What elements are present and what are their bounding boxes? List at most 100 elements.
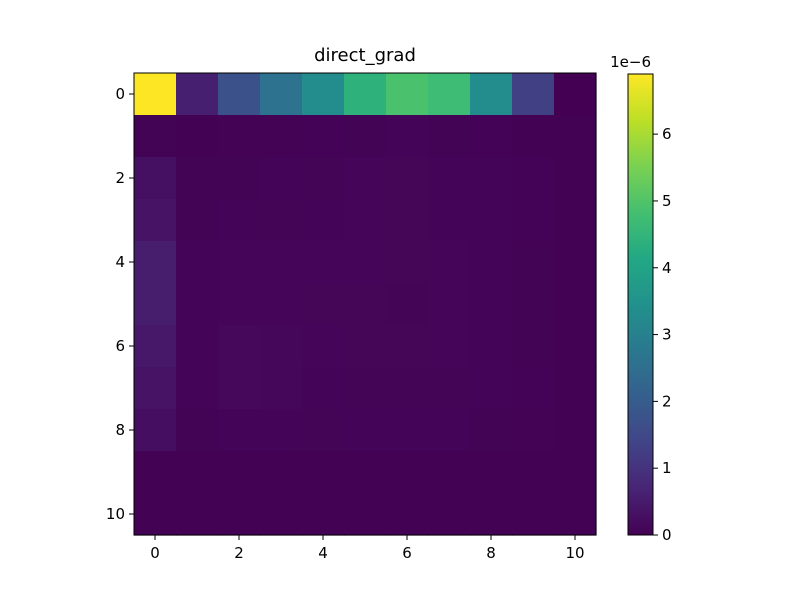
heatmap-cell-r5-c4 — [302, 283, 345, 326]
heatmap-cell-r10-c7 — [428, 493, 471, 536]
heatmap-cell-r0-c9 — [512, 73, 555, 116]
x-tick-label: 6 — [402, 544, 412, 562]
heatmap-cell-r9-c2 — [218, 451, 261, 494]
heatmap-cell-r5-c0 — [134, 283, 177, 326]
heatmap-cell-r9-c6 — [386, 451, 429, 494]
y-tick-label: 2 — [115, 169, 125, 187]
heatmap-cell-r7-c6 — [386, 367, 429, 410]
heatmap-cell-r6-c0 — [134, 325, 177, 368]
heatmap-cell-r3-c8 — [470, 199, 513, 242]
heatmap-cell-r1-c0 — [134, 115, 177, 158]
heatmap-cell-r1-c9 — [512, 115, 555, 158]
heatmap-cell-r10-c1 — [176, 493, 219, 536]
heatmap-cell-r0-c4 — [302, 73, 345, 116]
heatmap-cell-r2-c9 — [512, 157, 555, 200]
heatmap-cell-r7-c10 — [554, 367, 597, 410]
heatmap-cell-r2-c1 — [176, 157, 219, 200]
heatmap-cell-r4-c1 — [176, 241, 219, 284]
heatmap-cell-r10-c10 — [554, 493, 597, 536]
heatmap-cell-r7-c0 — [134, 367, 177, 410]
heatmap-cell-r10-c0 — [134, 493, 177, 536]
heatmap-cell-r1-c2 — [218, 115, 261, 158]
colorbar-offset-label: 1e−6 — [610, 53, 651, 71]
heatmap-cell-r5-c6 — [386, 283, 429, 326]
heatmap-cell-r1-c10 — [554, 115, 597, 158]
heatmap-cell-r4-c9 — [512, 241, 555, 284]
heatmap-cell-r3-c5 — [344, 199, 387, 242]
heatmap-cell-r9-c9 — [512, 451, 555, 494]
heatmap-cell-r1-c3 — [260, 115, 303, 158]
heatmap-cell-r4-c8 — [470, 241, 513, 284]
heatmap-cell-r6-c8 — [470, 325, 513, 368]
heatmap-cell-r0-c3 — [260, 73, 303, 116]
heatmap-cell-r6-c5 — [344, 325, 387, 368]
heatmap-cell-r3-c7 — [428, 199, 471, 242]
heatmap-cell-r8-c3 — [260, 409, 303, 452]
heatmap-cell-r6-c1 — [176, 325, 219, 368]
colorbar-tick-label: 2 — [662, 392, 672, 410]
heatmap-cell-r8-c0 — [134, 409, 177, 452]
heatmap-cell-r8-c5 — [344, 409, 387, 452]
heatmap-cell-r2-c7 — [428, 157, 471, 200]
x-tick-label: 2 — [234, 544, 244, 562]
heatmap-cell-r8-c6 — [386, 409, 429, 452]
colorbar — [627, 73, 654, 536]
x-tick-label: 0 — [150, 544, 160, 562]
heatmap-cell-r4-c0 — [134, 241, 177, 284]
heatmap-cell-r0-c2 — [218, 73, 261, 116]
heatmap-cell-r7-c4 — [302, 367, 345, 410]
heatmap-cell-r10-c3 — [260, 493, 303, 536]
colorbar-tick-label: 6 — [662, 125, 672, 143]
heatmap-cell-r9-c10 — [554, 451, 597, 494]
heatmap-cell-r1-c1 — [176, 115, 219, 158]
plot-frame — [133, 72, 597, 536]
x-tick-label: 10 — [565, 544, 584, 562]
heatmap-cell-r6-c3 — [260, 325, 303, 368]
colorbar-tick-label: 4 — [662, 259, 672, 277]
heatmap-cell-r9-c8 — [470, 451, 513, 494]
heatmap-cell-r9-c7 — [428, 451, 471, 494]
heatmap-cell-r7-c2 — [218, 367, 261, 410]
y-tick-label: 10 — [106, 505, 125, 523]
heatmap-cell-r5-c3 — [260, 283, 303, 326]
heatmap-cell-r1-c7 — [428, 115, 471, 158]
heatmap-cell-r9-c4 — [302, 451, 345, 494]
heatmap-cell-r8-c7 — [428, 409, 471, 452]
heatmap-cell-r9-c3 — [260, 451, 303, 494]
y-tick-label: 0 — [115, 85, 125, 103]
heatmap-cell-r2-c2 — [218, 157, 261, 200]
heatmap-cell-r6-c6 — [386, 325, 429, 368]
heatmap-cell-r0-c6 — [386, 73, 429, 116]
heatmap-cell-r7-c3 — [260, 367, 303, 410]
heatmap-cell-r3-c4 — [302, 199, 345, 242]
heatmap-cell-r3-c2 — [218, 199, 261, 242]
heatmap-cell-r8-c10 — [554, 409, 597, 452]
heatmap-cell-r8-c1 — [176, 409, 219, 452]
heatmap-cell-r10-c8 — [470, 493, 513, 536]
heatmap-cell-r1-c4 — [302, 115, 345, 158]
heatmap-cell-r6-c2 — [218, 325, 261, 368]
heatmap-cell-r2-c4 — [302, 157, 345, 200]
heatmap-cell-r5-c7 — [428, 283, 471, 326]
y-tick-label: 6 — [115, 337, 125, 355]
heatmap-cell-r5-c2 — [218, 283, 261, 326]
heatmap-cell-r3-c3 — [260, 199, 303, 242]
heatmap-cell-r5-c9 — [512, 283, 555, 326]
colorbar-tick-label: 5 — [662, 192, 672, 210]
x-tick-label: 4 — [318, 544, 328, 562]
heatmap-cell-r10-c4 — [302, 493, 345, 536]
heatmap-cells — [134, 73, 597, 536]
y-axis: 0 2 4 6 8 10 — [106, 85, 134, 523]
y-tick-label: 8 — [115, 421, 125, 439]
heatmap-cell-r5-c5 — [344, 283, 387, 326]
heatmap-cell-r8-c9 — [512, 409, 555, 452]
heatmap-cell-r1-c8 — [470, 115, 513, 158]
heatmap-cell-r0-c10 — [554, 73, 597, 116]
x-tick-label: 8 — [486, 544, 496, 562]
heatmap-cell-r7-c5 — [344, 367, 387, 410]
heatmap-cell-r6-c9 — [512, 325, 555, 368]
heatmap-cell-r8-c4 — [302, 409, 345, 452]
heatmap-cell-r3-c0 — [134, 199, 177, 242]
heatmap-cell-r7-c7 — [428, 367, 471, 410]
heatmap-cell-r2-c3 — [260, 157, 303, 200]
